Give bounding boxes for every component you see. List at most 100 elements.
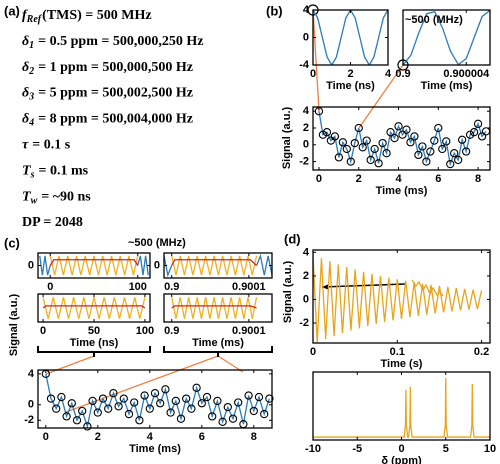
parameter: Ts = 0.1 ms	[22, 164, 89, 181]
plot	[164, 253, 272, 278]
marker	[145, 404, 154, 413]
parameter-text: = 8 ppm = 500,004,000 Hz	[38, 112, 193, 127]
parameter-subscript: 4	[28, 118, 34, 129]
marker	[442, 137, 451, 146]
marker	[322, 128, 332, 137]
marker	[83, 422, 92, 431]
marker	[382, 149, 391, 158]
y-axis-label: Signal (a.u.)	[8, 293, 20, 356]
x-tick-label: 100	[129, 281, 147, 293]
x-tick-label: 0.9001	[232, 325, 266, 337]
series-line	[45, 373, 271, 428]
x-tick-label: 0	[310, 68, 316, 80]
panel-label: (a)	[4, 3, 20, 18]
marker	[477, 132, 487, 141]
bracket	[37, 346, 151, 357]
parameter: τ = 0.1 s	[22, 138, 71, 153]
connectors	[45, 9, 404, 413]
marker	[446, 159, 455, 169]
marker	[72, 416, 82, 425]
x-axis-label: Time (ms)	[192, 337, 244, 349]
y-tick-label: 0	[28, 399, 34, 411]
x-tick-label: 4	[395, 173, 402, 185]
plot	[403, 10, 490, 65]
y-tick-label: -4	[299, 59, 310, 71]
marker	[362, 136, 371, 145]
x-tick-label: 0.9001	[232, 281, 266, 293]
parameter-subscript: 3	[28, 92, 34, 103]
marker	[370, 144, 379, 154]
marker	[461, 147, 471, 156]
x-tick-label: 0	[43, 431, 49, 443]
x-tick-label: 2	[347, 68, 353, 80]
marker	[223, 402, 232, 412]
marker	[171, 396, 180, 406]
parameter-symbol: δ	[22, 60, 29, 75]
marker	[434, 123, 443, 133]
marker	[213, 396, 222, 406]
y-axis-label: Signal (a.u.)	[281, 106, 293, 169]
marker	[418, 142, 427, 151]
marker	[378, 138, 387, 148]
x-tick-label: 8	[475, 173, 481, 185]
series-line	[318, 111, 487, 167]
y-tick-label: 2	[303, 270, 309, 282]
x-tick-label: 6	[435, 173, 441, 185]
marker	[130, 398, 139, 407]
connector	[217, 355, 244, 373]
marker	[176, 414, 186, 423]
parameter-text: = ~90 ns	[41, 190, 91, 205]
plot	[45, 373, 271, 428]
y-tick-label: 4	[303, 4, 310, 16]
marker	[265, 394, 274, 403]
axes-frame	[163, 293, 273, 323]
marker	[218, 417, 227, 426]
y-tick-label: 4	[303, 246, 310, 258]
parameter-subscript: s	[30, 170, 35, 181]
marker	[114, 402, 123, 411]
marker	[249, 406, 258, 416]
panel-label: (d)	[284, 231, 301, 246]
y-tick-label: -2	[299, 156, 309, 168]
marker	[450, 149, 459, 158]
marker	[481, 127, 491, 136]
marker	[254, 392, 264, 402]
marker	[62, 412, 71, 421]
marker	[244, 391, 253, 400]
marker	[166, 408, 175, 417]
parameter: δ1 = 0.5 ppm = 500,000,250 Hz	[22, 34, 203, 51]
series-line	[403, 10, 490, 65]
marker	[88, 396, 97, 406]
y-tick-label: 4	[303, 105, 310, 117]
marker	[150, 389, 160, 398]
marker	[57, 392, 66, 402]
marker	[410, 132, 419, 141]
marker	[156, 399, 165, 408]
series-line	[313, 10, 388, 65]
marker	[366, 155, 375, 165]
x-tick-label: 0.9	[395, 68, 410, 80]
marker	[52, 404, 61, 413]
x-tick-label: 0.2	[474, 346, 489, 358]
arrow-head	[322, 284, 329, 290]
x-tick-label: -10	[305, 443, 321, 455]
marker	[192, 383, 201, 392]
x-tick-label: 100	[136, 325, 154, 337]
annotation: ~500 (MHz)	[405, 14, 463, 26]
marker	[78, 406, 87, 416]
parameter: fRef(TMS) = 500 MHz	[22, 8, 152, 25]
parameter-symbol: δ	[22, 86, 29, 101]
parameter-text: = 0.5 ppm = 500,000,250 Hz	[38, 34, 203, 49]
parameter-subscript: w	[31, 196, 38, 207]
x-axis-label: Time (ns)	[70, 337, 119, 349]
series-line	[164, 255, 173, 278]
marker	[330, 132, 340, 141]
parameter: δ4 = 8 ppm = 500,004,000 Hz	[22, 112, 193, 129]
panel-label: (b)	[266, 3, 283, 18]
series-line	[171, 259, 258, 266]
parameter: δ3 = 5 ppm = 500,002,500 Hz	[22, 86, 193, 103]
marker	[140, 391, 149, 400]
parameter-text: = 0.1 ms	[38, 164, 88, 179]
marker	[454, 155, 463, 165]
